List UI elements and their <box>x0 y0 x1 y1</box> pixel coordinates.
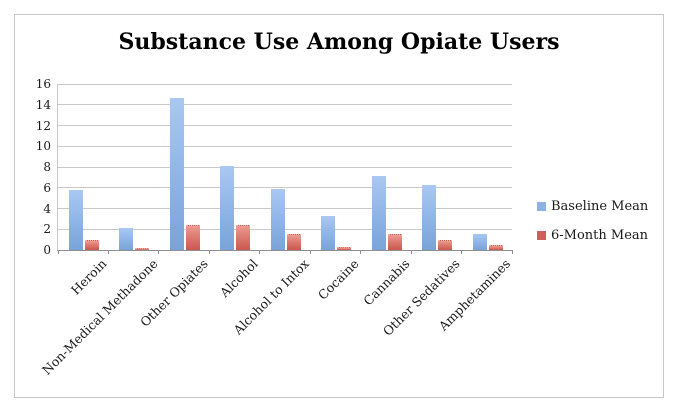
gridline <box>58 125 512 126</box>
bar-baseline-mean-amphetamines[interactable] <box>472 234 487 250</box>
x-axis: Heroin Non-Medical Methadone Other Opiates… <box>39 256 514 386</box>
x-axis-tick <box>57 250 59 254</box>
bar-baseline-mean-other-sedatives[interactable] <box>422 184 437 250</box>
legend-item-baseline-mean[interactable]: Baseline Mean <box>537 199 661 214</box>
x-axis-category-label: Heroin <box>68 256 110 298</box>
bar-6-month-mean-other-sedatives[interactable] <box>438 239 453 250</box>
baseline-mean-swatch-icon <box>537 202 546 211</box>
y-axis-tick-label: 6 <box>43 180 51 195</box>
bar-baseline-mean-heroin[interactable] <box>69 189 83 250</box>
legend-item-six-month-mean[interactable]: 6-Month Mean <box>537 228 661 243</box>
x-axis-tick <box>158 250 160 254</box>
bar-6-month-mean-cocaine[interactable] <box>337 246 352 250</box>
bar-6-month-mean-other-opiates[interactable] <box>185 225 200 250</box>
gridline <box>58 104 512 106</box>
x-axis-tick <box>107 250 109 254</box>
bar-baseline-mean-non-medical-methadone[interactable] <box>119 228 134 250</box>
six-month-mean-swatch-icon <box>537 231 546 240</box>
bar-6-month-mean-alcohol-to-intox[interactable] <box>286 234 301 250</box>
y-axis-tick-label: 16 <box>35 77 51 91</box>
x-axis-tick <box>259 250 261 254</box>
x-axis-category-label: Cannabis <box>360 256 413 309</box>
chart-title: Substance Use Among Opiate Users <box>118 29 560 55</box>
legend-label: Baseline Mean <box>551 199 649 214</box>
x-axis-tick <box>461 250 463 254</box>
x-axis-category-label: Cocaine <box>315 256 363 303</box>
x-axis-tick <box>410 250 412 254</box>
gridline <box>58 83 512 85</box>
bar-baseline-mean-alcohol[interactable] <box>220 165 235 250</box>
bar-6-month-mean-heroin[interactable] <box>85 239 99 250</box>
x-axis-tick <box>309 250 311 254</box>
gridline <box>58 208 512 209</box>
bar-6-month-mean-amphetamines[interactable] <box>488 244 503 250</box>
y-axis-tick-label: 10 <box>35 139 51 154</box>
gridline <box>58 187 512 189</box>
chart-frame: Substance Use Among Opiate Users 0 2 4 6 8 10… <box>14 14 664 398</box>
bar-6-month-mean-alcohol[interactable] <box>236 225 251 250</box>
legend-label: 6-Month Mean <box>551 228 649 243</box>
y-axis-tick-label: 2 <box>43 222 51 237</box>
legend: Baseline Mean 6-Month Mean <box>537 199 661 257</box>
bar-baseline-mean-alcohol-to-intox[interactable] <box>270 188 285 250</box>
gridline <box>58 145 512 147</box>
bar-6-month-mean-cannabis[interactable] <box>387 234 402 250</box>
gridline <box>58 166 512 168</box>
y-axis-tick-label: 8 <box>43 160 51 174</box>
x-axis-category-label: Alcohol <box>217 256 262 300</box>
x-axis-tick <box>511 250 513 254</box>
bar-baseline-mean-cocaine[interactable] <box>321 215 336 250</box>
y-axis-tick-label: 0 <box>43 243 51 257</box>
bar-baseline-mean-cannabis[interactable] <box>371 176 386 250</box>
bar-baseline-mean-other-opiates[interactable] <box>169 97 184 250</box>
plot-area <box>57 83 513 254</box>
y-axis-tick-label: 12 <box>35 118 51 133</box>
x-axis-tick <box>360 250 362 254</box>
x-axis-tick <box>208 250 210 254</box>
gridline <box>58 228 512 230</box>
y-axis-tick-label: 14 <box>35 97 51 112</box>
bar-6-month-mean-non-medical-methadone[interactable] <box>135 247 150 250</box>
y-axis-tick-label: 4 <box>43 201 51 216</box>
